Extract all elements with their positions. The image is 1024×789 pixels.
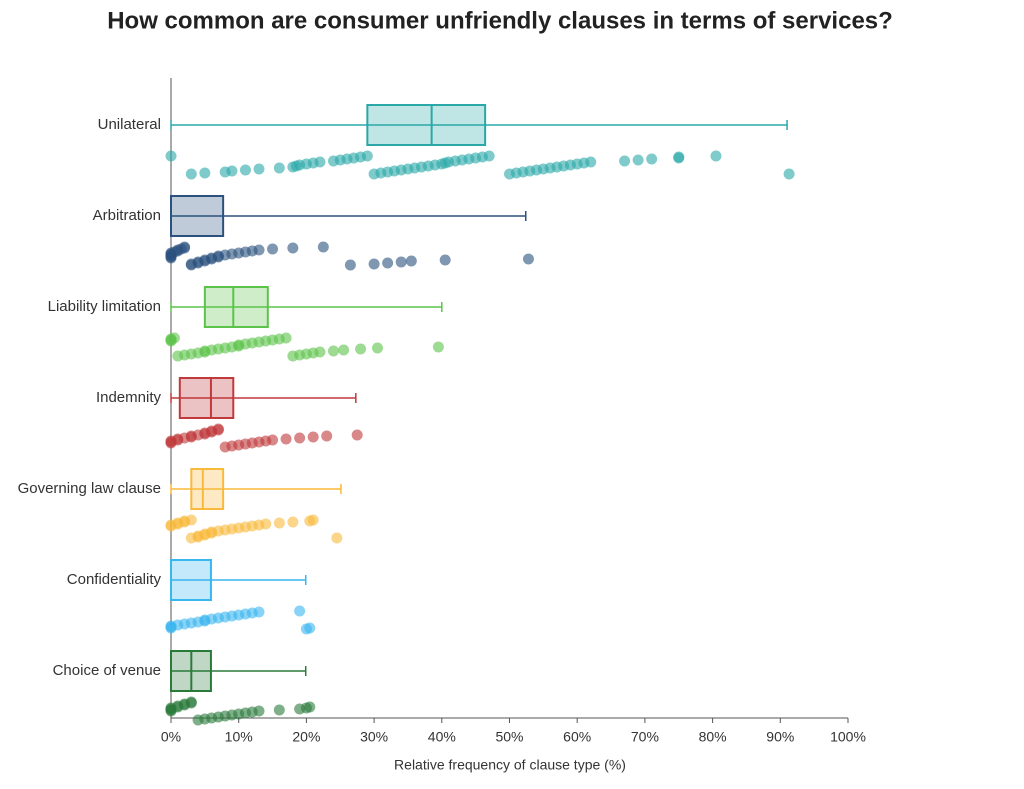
data-point [253, 606, 265, 618]
data-point [304, 701, 316, 713]
x-tick-label: 30% [360, 729, 388, 745]
data-point [168, 332, 180, 344]
data-point [267, 434, 279, 446]
box [190, 468, 225, 510]
data-point [273, 162, 285, 174]
x-tick-label: 90% [766, 729, 794, 745]
data-point [344, 259, 356, 271]
x-tick-label: 10% [225, 729, 253, 745]
data-point [619, 155, 631, 167]
x-tick-label: 50% [495, 729, 523, 745]
data-point [483, 150, 495, 162]
data-point [331, 532, 343, 544]
x-tick-label: 0% [161, 729, 181, 745]
x-tick-label: 80% [699, 729, 727, 745]
data-point [355, 343, 367, 355]
category-label: Indemnity [96, 389, 162, 406]
x-tick-label: 70% [631, 729, 659, 745]
box [203, 286, 269, 328]
data-point [307, 431, 319, 443]
data-point [273, 704, 285, 716]
category-label: Arbitration [93, 207, 161, 224]
category-label: Unilateral [98, 116, 161, 133]
x-tick-label: 40% [428, 729, 456, 745]
data-point [673, 151, 685, 163]
data-point [287, 516, 299, 528]
data-point [226, 165, 238, 177]
data-point [253, 705, 265, 717]
data-point [710, 150, 722, 162]
box [170, 559, 212, 601]
data-point [783, 168, 795, 180]
category-label: Liability limitation [48, 298, 161, 315]
x-axis-label: Relative frequency of clause type (%) [394, 757, 626, 773]
data-point [304, 622, 316, 634]
data-point [368, 258, 380, 270]
data-point [280, 433, 292, 445]
data-point [185, 696, 197, 708]
category-label: Choice of venue [53, 662, 161, 679]
box [178, 377, 235, 419]
data-point [395, 256, 407, 268]
data-point [280, 332, 292, 344]
data-point [632, 154, 644, 166]
data-point [185, 168, 197, 180]
data-point [371, 342, 383, 354]
data-point [212, 423, 224, 435]
data-point [522, 253, 534, 265]
data-point [294, 605, 306, 617]
data-point [239, 164, 251, 176]
box [170, 195, 225, 237]
data-point [338, 344, 350, 356]
data-point [321, 430, 333, 442]
data-point [439, 254, 451, 266]
data-point [361, 150, 373, 162]
category-label: Confidentiality [67, 571, 162, 588]
x-tick-label: 60% [563, 729, 591, 745]
category-label: Governing law clause [18, 480, 161, 497]
data-point [351, 429, 363, 441]
data-point [253, 163, 265, 175]
chart-title: How common are consumer unfriendly claus… [107, 7, 893, 34]
data-point [646, 153, 658, 165]
data-point [405, 255, 417, 267]
data-point [253, 244, 265, 256]
data-point [317, 241, 329, 253]
data-point [273, 517, 285, 529]
data-point [260, 518, 272, 530]
data-point [294, 432, 306, 444]
data-point [307, 514, 319, 526]
x-tick-label: 100% [830, 729, 866, 745]
data-point [314, 346, 326, 358]
data-point [267, 243, 279, 255]
box [366, 104, 487, 146]
data-point [179, 241, 191, 253]
data-point [432, 341, 444, 353]
data-point [585, 156, 597, 168]
data-point [287, 242, 299, 254]
data-point [327, 345, 339, 357]
data-point [199, 167, 211, 179]
x-tick-label: 20% [292, 729, 320, 745]
data-point [185, 514, 197, 526]
data-point [314, 156, 326, 168]
data-point [382, 257, 394, 269]
data-point [165, 150, 177, 162]
